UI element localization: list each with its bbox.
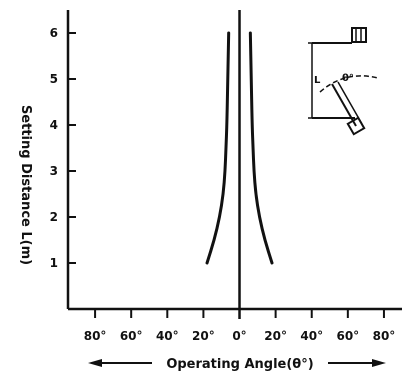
- tilted-beam-line: [331, 83, 357, 127]
- y-axis-title: Setting Distance L(m): [18, 105, 33, 265]
- x-tick-label: 80°: [373, 329, 396, 343]
- x-tick-label: 80°: [84, 329, 107, 343]
- left-arrow-icon: [88, 359, 102, 367]
- y-tick-label: 3: [50, 164, 58, 178]
- y-tick-label: 5: [50, 72, 58, 86]
- y-tick-label: 4: [50, 118, 58, 132]
- emitter-box: [351, 27, 367, 43]
- x-axis-title-group: Operating Angle(θ°): [88, 357, 386, 372]
- angle-arc: [319, 75, 379, 93]
- inset-diagram: L θ°: [308, 27, 379, 136]
- y-tick-label: 1: [50, 256, 58, 270]
- x-tick-label: 40°: [300, 329, 323, 343]
- x-tick-label: 0°: [232, 329, 246, 343]
- series-curve-right: [248, 31, 274, 265]
- x-tick-label: 60°: [120, 329, 143, 343]
- right-arrow-icon: [372, 359, 386, 367]
- receiver-box: [346, 116, 366, 136]
- distance-label: L: [314, 75, 321, 86]
- axes: [66, 10, 402, 319]
- x-tick-label: 20°: [192, 329, 215, 343]
- angle-label: θ°: [342, 73, 354, 84]
- x-tick-label: 40°: [156, 329, 179, 343]
- x-axis-title: Operating Angle(θ°): [166, 357, 313, 372]
- x-tick-label: 60°: [336, 329, 359, 343]
- series-layer: [205, 31, 274, 265]
- y-tick-label: 2: [50, 210, 58, 224]
- y-tick-label: 6: [50, 26, 58, 40]
- x-tick-label: 20°: [264, 329, 287, 343]
- ticks: 1 2 3 4 5 6 80° 60° 40° 20° 0° 20° 40° 60° 80°: [50, 26, 396, 343]
- series-curve-left: [205, 31, 231, 265]
